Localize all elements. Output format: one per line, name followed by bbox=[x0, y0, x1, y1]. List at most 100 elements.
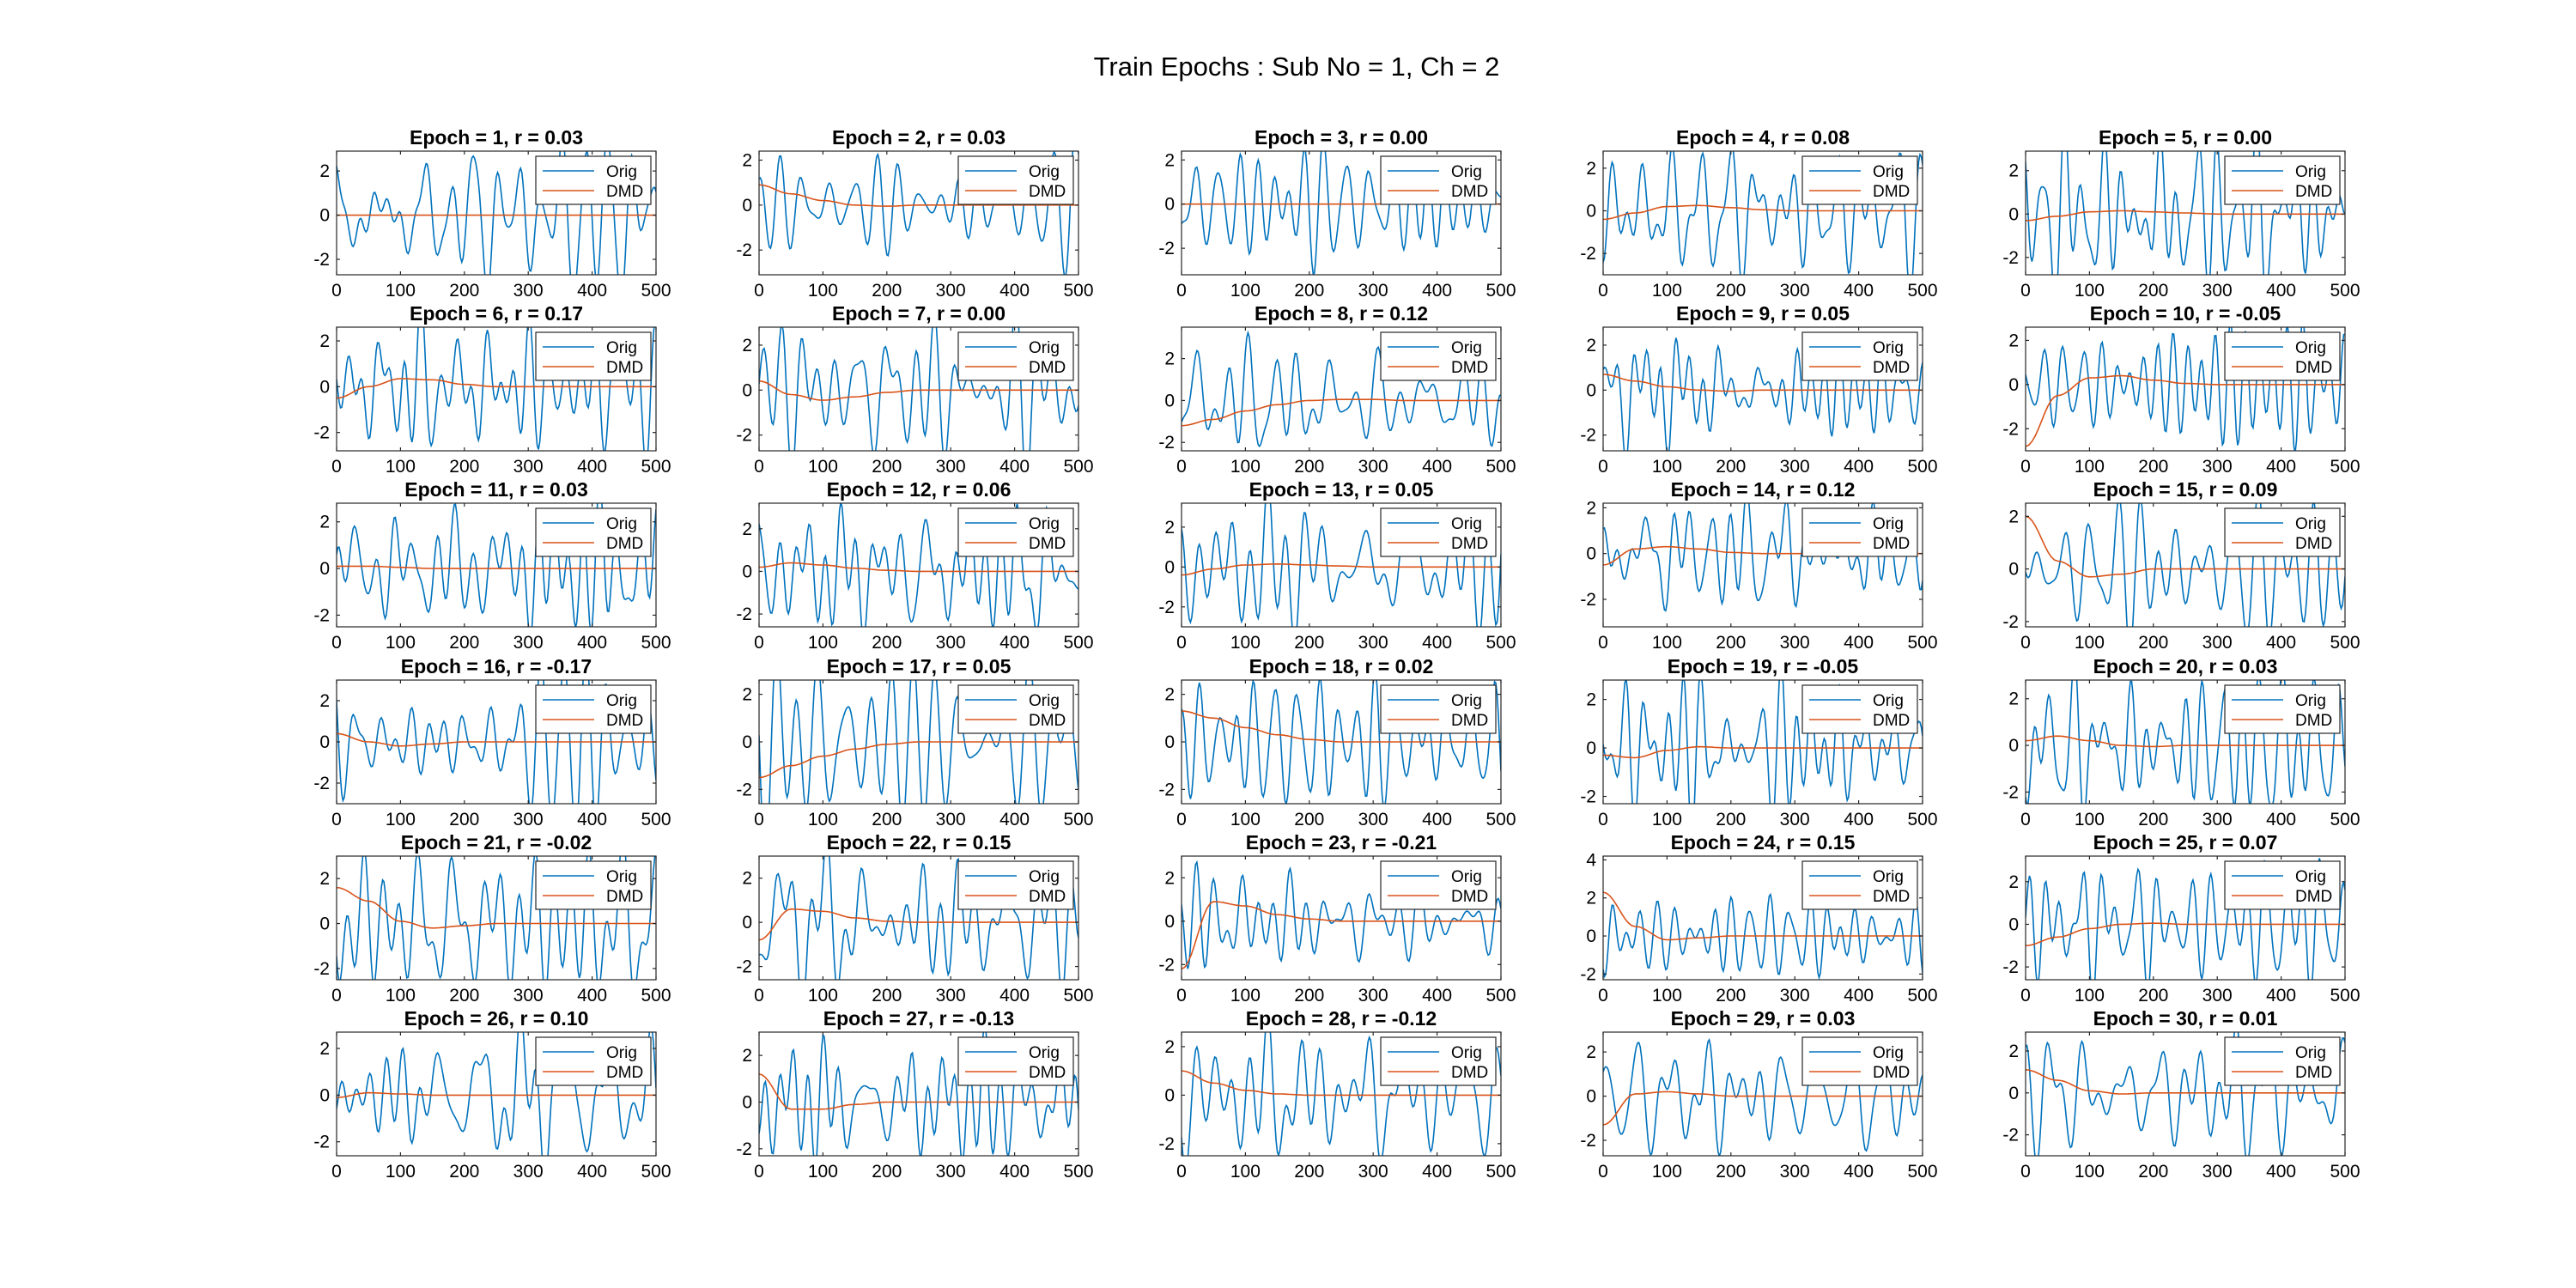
legend-label-dmd: DMD bbox=[606, 1064, 643, 1082]
x-tick-label: 300 bbox=[1358, 457, 1388, 477]
legend-label-orig: Orig bbox=[2295, 692, 2326, 710]
subplot-title: Epoch = 7, r = 0.00 bbox=[832, 302, 1005, 325]
y-tick-label: -2 bbox=[736, 240, 752, 260]
y-tick-label: 0 bbox=[1164, 391, 1175, 410]
x-tick-label: 500 bbox=[1907, 986, 1937, 1005]
legend-label-dmd: DMD bbox=[606, 712, 643, 730]
y-tick-label: -2 bbox=[2002, 248, 2019, 268]
legend: Orig DMD bbox=[1801, 684, 1918, 734]
x-tick-label: 100 bbox=[808, 281, 838, 301]
y-tick-label: 2 bbox=[1164, 150, 1175, 170]
subplot-epoch-20: Epoch = 20, r = 0.030 100 200 300 400 500-202… bbox=[2002, 655, 2360, 829]
legend-box bbox=[535, 1036, 652, 1086]
x-tick-label: 200 bbox=[2138, 1162, 2168, 1182]
x-tick-label: 0 bbox=[754, 281, 764, 301]
legend-label-orig: Orig bbox=[606, 692, 637, 710]
legend-box bbox=[957, 155, 1074, 205]
dmd-series-line bbox=[2026, 1069, 2345, 1095]
x-tick-label: 300 bbox=[936, 281, 966, 301]
legend-label-orig: Orig bbox=[1451, 339, 1482, 357]
x-tick-label: 500 bbox=[1907, 810, 1937, 829]
legend-label-dmd: DMD bbox=[1451, 1064, 1488, 1082]
legend-box bbox=[1380, 331, 1497, 381]
subplot-epoch-23: Epoch = 23, r = -0.210 100 200 300 400 500-20… bbox=[1158, 831, 1516, 1005]
subplot-epoch-11: Epoch = 11, r = 0.030 100 200 300 400 500-202… bbox=[313, 478, 671, 653]
x-tick-label: 300 bbox=[1358, 1162, 1388, 1182]
legend: Orig DMD bbox=[1380, 331, 1497, 381]
subplot-title: Epoch = 5, r = 0.00 bbox=[2099, 126, 2272, 149]
x-tick-label: 200 bbox=[1294, 281, 1324, 301]
legend-box bbox=[957, 507, 1074, 557]
x-tick-label: 200 bbox=[449, 281, 479, 301]
orig-series-line bbox=[2026, 680, 2345, 804]
x-tick-label: 200 bbox=[872, 986, 902, 1005]
legend-label-dmd: DMD bbox=[1029, 888, 1066, 906]
x-tick-label: 0 bbox=[1176, 633, 1187, 653]
x-tick-label: 500 bbox=[2330, 810, 2360, 829]
dmd-series-line bbox=[2026, 735, 2345, 748]
legend: Orig DMD bbox=[2224, 331, 2341, 381]
legend-label-orig: Orig bbox=[1029, 692, 1060, 710]
dmd-series-line bbox=[1182, 562, 1501, 576]
x-tick-label: 500 bbox=[1907, 457, 1937, 477]
x-tick-label: 400 bbox=[999, 281, 1030, 301]
y-tick-label: -2 bbox=[313, 605, 330, 625]
x-tick-label: 200 bbox=[1716, 281, 1746, 301]
axes-box bbox=[1181, 326, 1502, 452]
y-tick-label: 0 bbox=[319, 377, 330, 397]
legend: Orig DMD bbox=[2224, 860, 2341, 910]
y-tick-label: 0 bbox=[1586, 1087, 1596, 1107]
x-tick-label: 500 bbox=[2330, 281, 2360, 301]
x-tick-label: 400 bbox=[2266, 986, 2296, 1005]
x-tick-label: 100 bbox=[2075, 1162, 2105, 1182]
x-tick-label: 200 bbox=[449, 457, 479, 477]
axes-box bbox=[1602, 679, 1923, 805]
axes-box bbox=[2025, 679, 2346, 805]
y-tick-label: 2 bbox=[319, 869, 330, 889]
y-tick-label: 0 bbox=[742, 1093, 752, 1113]
y-tick-label: -2 bbox=[1580, 590, 1596, 610]
subplot-epoch-21: Epoch = 21, r = -0.020 100 200 300 400 500-20… bbox=[313, 831, 671, 1005]
legend-label-dmd: DMD bbox=[2295, 888, 2332, 906]
orig-series-line bbox=[759, 1032, 1078, 1156]
x-tick-label: 300 bbox=[2202, 986, 2233, 1005]
x-tick-label: 200 bbox=[2138, 281, 2168, 301]
y-tick-label: 2 bbox=[2008, 872, 2019, 892]
legend-label-dmd: DMD bbox=[2295, 712, 2332, 730]
subplot-title: Epoch = 21, r = -0.02 bbox=[401, 831, 592, 854]
y-tick-label: 0 bbox=[1164, 557, 1175, 577]
y-tick-label: -2 bbox=[1580, 1131, 1596, 1151]
legend: Orig DMD bbox=[1801, 1036, 1918, 1086]
legend-label-orig: Orig bbox=[2295, 163, 2326, 181]
legend-box bbox=[1801, 1036, 1918, 1086]
x-tick-label: 300 bbox=[513, 457, 544, 477]
dmd-series-line bbox=[759, 741, 1078, 779]
y-tick-label: 0 bbox=[1164, 195, 1175, 215]
x-tick-label: 200 bbox=[449, 810, 479, 829]
subplot-epoch-28: Epoch = 28, r = -0.120 100 200 300 400 500-20… bbox=[1158, 1007, 1516, 1182]
subplot-epoch-4: Epoch = 4, r = 0.080 100 200 300 400 500-202 O… bbox=[1580, 126, 1937, 301]
x-tick-label: 400 bbox=[577, 281, 607, 301]
y-tick-label: 0 bbox=[1586, 927, 1596, 946]
dmd-series-line bbox=[1603, 745, 1923, 759]
x-tick-label: 500 bbox=[1485, 457, 1516, 477]
x-tick-label: 500 bbox=[2330, 633, 2360, 653]
y-tick-label: 2 bbox=[2008, 161, 2019, 181]
subplot-title: Epoch = 19, r = -0.05 bbox=[1668, 655, 1859, 677]
y-tick-label: 2 bbox=[1164, 1037, 1175, 1057]
x-tick-label: 0 bbox=[331, 457, 342, 477]
legend-label-dmd: DMD bbox=[1029, 183, 1066, 201]
x-tick-label: 300 bbox=[936, 1162, 966, 1182]
axes-box bbox=[758, 150, 1079, 276]
axes-box bbox=[1602, 150, 1923, 276]
y-tick-label: 0 bbox=[1164, 732, 1175, 752]
y-tick-label: -2 bbox=[1580, 964, 1596, 984]
legend-label-orig: Orig bbox=[606, 868, 637, 886]
subplot-title: Epoch = 8, r = 0.12 bbox=[1255, 302, 1428, 325]
y-tick-label: -2 bbox=[736, 426, 752, 446]
dmd-series-line bbox=[1603, 1091, 1923, 1126]
y-tick-label: 0 bbox=[1586, 738, 1596, 758]
x-tick-label: 0 bbox=[331, 281, 342, 301]
x-tick-label: 0 bbox=[2020, 810, 2031, 829]
